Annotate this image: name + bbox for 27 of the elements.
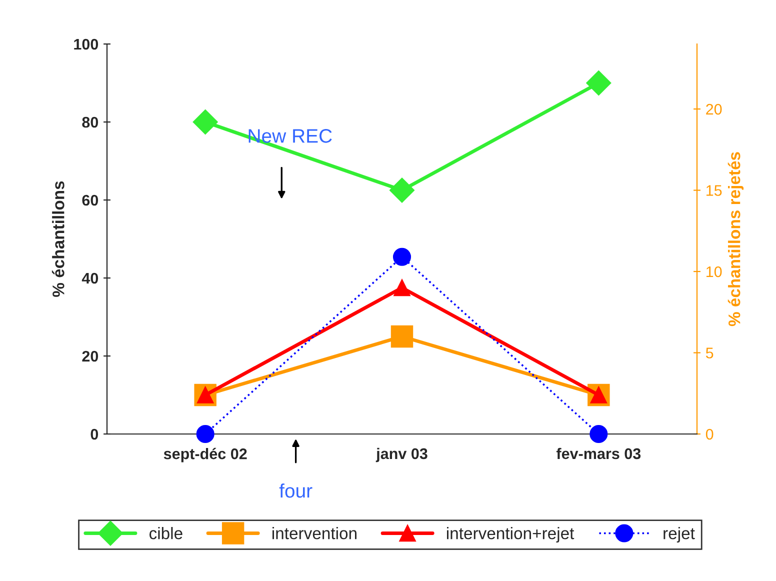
- x-tick-label: sept-déc 02: [164, 448, 247, 462]
- y-tick-label: 60: [82, 194, 98, 206]
- y-tick-label: 100: [74, 38, 98, 50]
- y2-axis-title: % échantillons rejetés: [728, 152, 744, 326]
- y-tick-label: 0: [90, 428, 98, 440]
- x-tick-label: fev-mars 03: [556, 448, 641, 460]
- legend-label: intervention+rejet: [447, 527, 574, 543]
- y2-tick-label: 5: [706, 348, 714, 358]
- text: four: [279, 483, 312, 498]
- y-tick-label: 20: [82, 350, 98, 362]
- y-axis-title: % échantillons: [52, 181, 64, 297]
- y2-tick-label: 20: [706, 104, 722, 115]
- legend-label: cible: [149, 527, 182, 540]
- y-tick-label: 40: [82, 272, 98, 284]
- y2-tick-label: 15: [706, 185, 722, 196]
- point: [390, 178, 414, 203]
- point: [394, 279, 410, 296]
- y2-tick-label: 10: [706, 266, 722, 278]
- y2-tick-label: 0: [706, 428, 714, 440]
- point: [390, 325, 414, 348]
- legend-label: intervention: [272, 527, 356, 540]
- x-tick-label: janv 03: [376, 448, 428, 462]
- legend-label: rejet: [664, 527, 695, 543]
- point: [192, 110, 218, 134]
- point: [586, 70, 612, 96]
- annotation: New REC: [248, 129, 332, 143]
- y-tick-label: 80: [82, 116, 98, 128]
